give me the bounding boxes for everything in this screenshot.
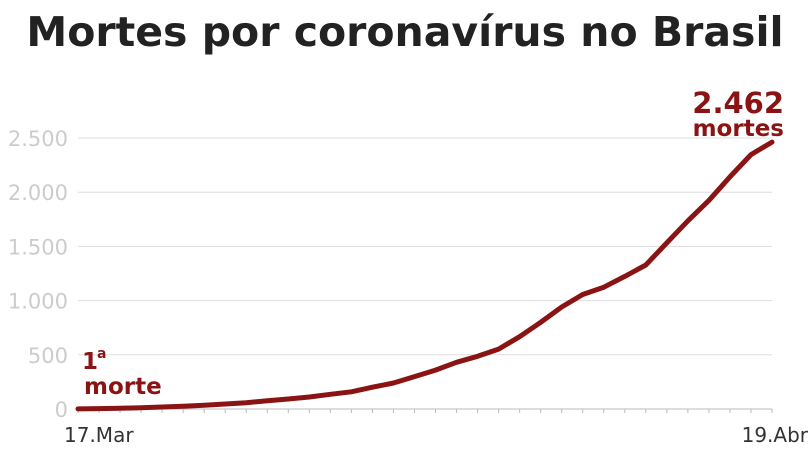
y-axis-ticks: 0 500 1.000 1.500 2.000 2.500 xyxy=(8,127,68,422)
end-annotation-number: 2.462 xyxy=(692,86,784,120)
x-tick-label-start: 17.Mar xyxy=(64,423,134,447)
y-tick-label: 2.000 xyxy=(8,181,68,205)
deaths-line xyxy=(75,139,775,412)
x-axis-ticks: 17.Mar 19.Abr xyxy=(64,423,809,447)
y-tick-label: 1.500 xyxy=(8,235,68,259)
y-tick-label: 500 xyxy=(28,344,68,368)
y-tick-label: 0 xyxy=(55,398,68,422)
series-group xyxy=(75,139,775,412)
end-annotation-text: mortes xyxy=(693,116,784,142)
start-annotation-number: 1 xyxy=(82,349,98,375)
x-tick-label-end: 19.Abr xyxy=(742,423,809,447)
start-annotation-superscript: a xyxy=(97,346,106,362)
start-annotation-text: morte xyxy=(84,374,162,400)
grid xyxy=(78,137,772,410)
chart-title: Mortes por coronavírus no Brasil xyxy=(26,8,783,56)
y-tick-label: 1.000 xyxy=(8,290,68,314)
x-axis-minor-ticks xyxy=(77,409,773,413)
y-tick-label: 2.500 xyxy=(8,127,68,151)
